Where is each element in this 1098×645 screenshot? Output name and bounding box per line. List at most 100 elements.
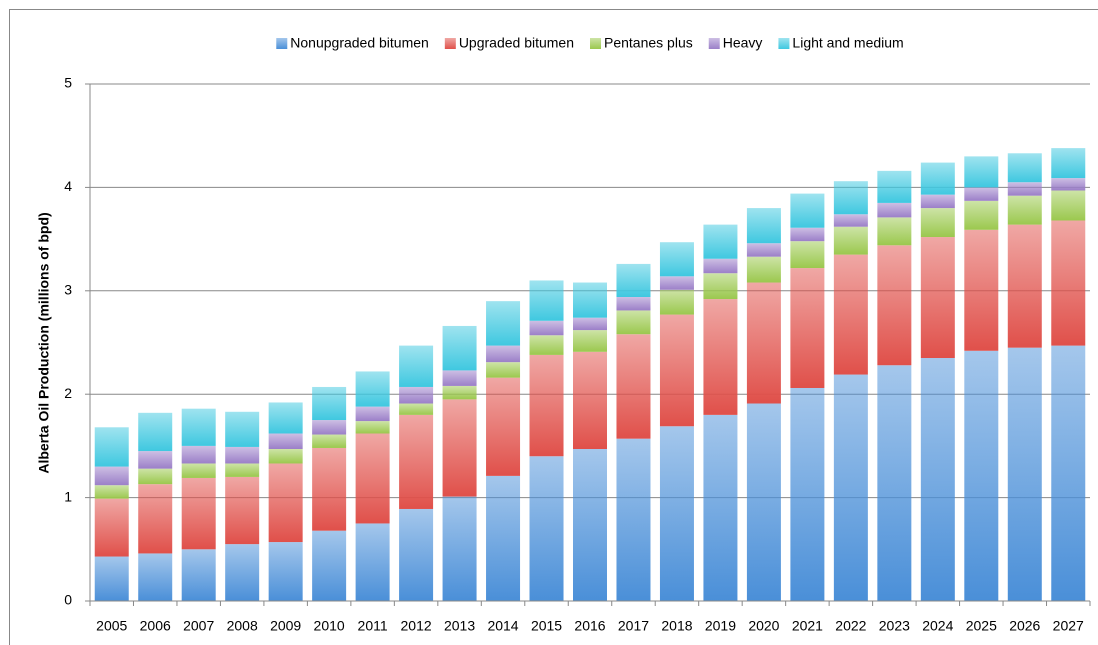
bar-segment: [746, 243, 781, 257]
bar-segment: [1051, 345, 1086, 601]
bar-segment: [1051, 148, 1086, 179]
x-tick-label: 2009: [270, 618, 301, 634]
bar-segment: [1007, 195, 1042, 225]
bar-segment: [138, 412, 173, 452]
x-tick-label: 2020: [748, 618, 779, 634]
bar-segment: [573, 351, 607, 450]
bar-segment: [181, 549, 216, 601]
bar-segment: [355, 433, 390, 524]
bar-segment: [181, 408, 216, 446]
bar-segment: [703, 258, 738, 274]
bar-segment: [399, 414, 434, 509]
bar-segment: [355, 421, 390, 434]
bar-segment: [312, 434, 347, 448]
bar-segment: [442, 325, 477, 371]
bar-segment: [225, 544, 260, 601]
bar-segment: [833, 214, 868, 227]
bar-segment: [833, 226, 868, 255]
bar-segment: [659, 289, 694, 315]
bar-segment: [486, 475, 521, 601]
bar-segment: [529, 456, 564, 601]
bar-segment: [1051, 190, 1086, 221]
bar-segment: [573, 317, 607, 331]
bar-segment: [659, 276, 694, 290]
bar-segment: [355, 371, 390, 407]
legend-label: Light and medium: [792, 35, 903, 51]
y-tick-label: 2: [64, 385, 72, 401]
bar-segment: [268, 402, 303, 434]
bar-segment: [312, 420, 347, 435]
bar-segment: [312, 447, 347, 531]
x-tick-label: 2027: [1053, 618, 1084, 634]
legend-label: Upgraded bitumen: [459, 35, 574, 51]
x-tick-label: 2006: [140, 618, 171, 634]
bar-segment: [486, 362, 521, 378]
x-tick-label: 2019: [705, 618, 736, 634]
bar-segment: [616, 334, 651, 439]
bar-segment: [833, 181, 868, 215]
bar-segment: [529, 335, 564, 355]
bar-segment: [355, 406, 390, 422]
bar-segment: [703, 299, 738, 415]
bar-segment: [94, 556, 129, 601]
bar-segment: [442, 370, 477, 386]
bar-segment: [399, 345, 434, 387]
bar-segment: [399, 386, 434, 404]
bar-segment: [920, 162, 955, 195]
bar-segment: [790, 227, 825, 242]
bar-segment: [964, 350, 999, 601]
bar-segment: [94, 466, 129, 486]
bar-segment: [399, 403, 434, 415]
bar-segment: [920, 237, 955, 359]
bar-segment: [486, 301, 521, 346]
bar-segment: [790, 241, 825, 269]
x-tick-label: 2022: [835, 618, 866, 634]
legend-swatch: [778, 38, 790, 49]
bar-segment: [833, 374, 868, 601]
bar-segment: [920, 358, 955, 601]
bar-segment: [790, 268, 825, 388]
legend-swatch: [276, 38, 288, 49]
bar-segment: [833, 254, 868, 375]
y-tick-label: 4: [64, 178, 72, 194]
bar-segment: [616, 438, 651, 601]
bar-segment: [746, 403, 781, 601]
x-tick-label: 2025: [966, 618, 997, 634]
bar-segment: [877, 202, 912, 218]
legend-swatch: [708, 38, 720, 49]
bar-segment: [616, 310, 651, 335]
y-tick-label: 5: [64, 75, 72, 91]
bar-segment: [529, 320, 564, 336]
bar-segment: [964, 156, 999, 188]
y-tick-label: 0: [64, 592, 72, 608]
bar-segment: [355, 523, 390, 601]
legend-swatch: [590, 38, 602, 49]
bar-segment: [964, 229, 999, 351]
x-tick-label: 2010: [314, 618, 345, 634]
bar-segment: [268, 542, 303, 601]
bar-segment: [790, 387, 825, 601]
x-tick-label: 2007: [183, 618, 214, 634]
bar-segment: [312, 386, 347, 421]
bar-segment: [442, 496, 477, 601]
bar-segment: [138, 451, 173, 469]
bar-segment: [138, 553, 173, 601]
bar-segment: [94, 427, 129, 467]
bar-segment: [616, 297, 651, 311]
bar-segment: [268, 449, 303, 464]
bar-segment: [746, 208, 781, 244]
bar-segment: [703, 414, 738, 601]
bar-segment: [225, 463, 260, 477]
bar-segment: [877, 245, 912, 366]
legend-label: Pentanes plus: [604, 35, 693, 51]
x-tick-label: 2024: [922, 618, 953, 634]
bar-segment: [790, 193, 825, 228]
x-tick-label: 2017: [618, 618, 649, 634]
bar-segment: [1007, 224, 1042, 348]
legend-label: Nonupgraded bitumen: [290, 35, 429, 51]
bar-segment: [1051, 178, 1086, 191]
bar-segment: [268, 463, 303, 543]
bar-segment: [442, 399, 477, 497]
bar-segment: [138, 484, 173, 554]
